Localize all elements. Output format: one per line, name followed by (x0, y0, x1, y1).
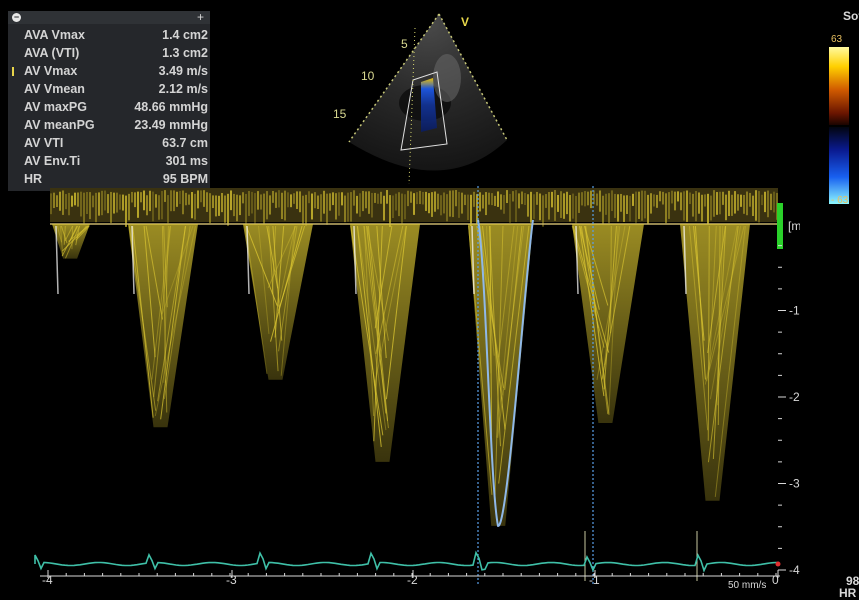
measurement-label: AV Vmean (24, 82, 85, 96)
measurement-value: 63.7 cm (162, 136, 208, 150)
color-flow-jet (421, 78, 437, 132)
measurement-value: 1.3 cm2 (162, 46, 208, 60)
velocity-tick-label: -3 (789, 477, 800, 491)
measurement-panel[interactable]: − + AVA Vmax 1.4 cm2 AVA (VTI) 1.3 cm2 AV Vm… (8, 10, 210, 191)
measurement-label: HR (24, 172, 43, 186)
time-tick-label: 0 (772, 573, 779, 587)
measurement-row[interactable]: AV Vmax 3.49 m/s (8, 64, 210, 81)
corner-label-line1: 98 (846, 574, 859, 588)
scale-indicator[interactable] (777, 203, 783, 249)
color-map-negative (829, 127, 849, 204)
velocity-unit-label: [m/s] (788, 219, 800, 233)
color-map-top-label: 63 (831, 34, 843, 45)
collapse-icon[interactable]: − (12, 12, 21, 22)
measurement-value: 95 BPM (162, 172, 208, 186)
move-icon[interactable]: + (196, 10, 204, 24)
measurement-value: 301 ms (165, 154, 208, 168)
measurement-row[interactable]: AV VTI 63.7 cm (8, 136, 210, 153)
measurement-row[interactable]: AVA Vmax 1.4 cm2 (8, 28, 210, 45)
measurement-label: AV Vmax (24, 64, 78, 78)
measurement-value: 48.66 mmHg (134, 100, 208, 114)
selected-marker (12, 67, 14, 76)
spectral-doppler[interactable]: [m/s] -1 -2 -3 -4 -4 -3 -2 -1 0 50 mm/s (0, 186, 800, 600)
measurement-row[interactable]: AVA (VTI) 1.3 cm2 (8, 46, 210, 63)
measurement-row[interactable]: AV meanPG 23.49 mmHg (8, 118, 210, 135)
measurement-label: AV maxPG (24, 100, 87, 114)
measurement-row[interactable]: AV Vmean 2.12 m/s (8, 82, 210, 99)
measurement-panel-header[interactable]: − + (8, 10, 210, 24)
time-tick-label: -3 (226, 573, 237, 587)
ecg-trace (34, 550, 781, 573)
measurement-value: 2.12 m/s (158, 82, 208, 96)
doppler-spectrum (52, 224, 750, 526)
measurement-value: 1.4 cm2 (162, 28, 208, 42)
velocity-tick-label: -2 (789, 390, 800, 404)
velocity-tick-label: -1 (789, 304, 800, 318)
time-tick-label: -2 (407, 573, 418, 587)
sector-image: 5 10 15 V (333, 13, 508, 185)
measurement-label: AVA Vmax (24, 28, 85, 42)
time-tick-label: -4 (42, 573, 53, 587)
sector-edge-ticks-left (348, 13, 440, 143)
measurement-label: AV Env.Ti (24, 154, 81, 168)
depth-label-10: 10 (361, 69, 375, 83)
measurement-label: AV VTI (24, 136, 64, 150)
sector-edge-ticks (438, 13, 508, 141)
velocity-tick-label: -4 (789, 563, 800, 577)
measurement-label: AVA (VTI) (24, 46, 80, 60)
top-right-label: Sof (843, 9, 859, 23)
measurement-row[interactable]: AV maxPG 48.66 mmHg (8, 100, 210, 117)
orientation-marker: V (461, 15, 469, 29)
sweep-speed-label: 50 mm/s (728, 580, 766, 591)
time-tick-label: -1 (589, 573, 600, 587)
measurement-row[interactable]: AV Env.Ti 301 ms (8, 154, 210, 171)
color-map-positive (829, 47, 849, 125)
measurement-value: 23.49 mmHg (134, 118, 208, 132)
m-mode-strip (50, 188, 778, 227)
cardiac-wall (433, 54, 461, 102)
color-map-bottom-label: - 63 (831, 195, 849, 206)
measurement-value: 3.49 m/s (158, 64, 208, 78)
depth-label-15: 15 (333, 107, 347, 121)
measurement-row[interactable]: HR 95 BPM (8, 172, 210, 189)
corner-label-line2: HR (839, 586, 857, 600)
depth-label-5: 5 (401, 37, 408, 51)
time-axis: -4 -3 -2 -1 0 (40, 570, 780, 587)
velocity-axis: -1 -2 -3 -4 (778, 245, 800, 577)
vti-envelope-trace[interactable] (477, 219, 534, 527)
color-box[interactable] (400, 71, 448, 151)
color-map-bar: 63 - 63 (829, 34, 849, 206)
measurement-label: AV meanPG (24, 118, 95, 132)
